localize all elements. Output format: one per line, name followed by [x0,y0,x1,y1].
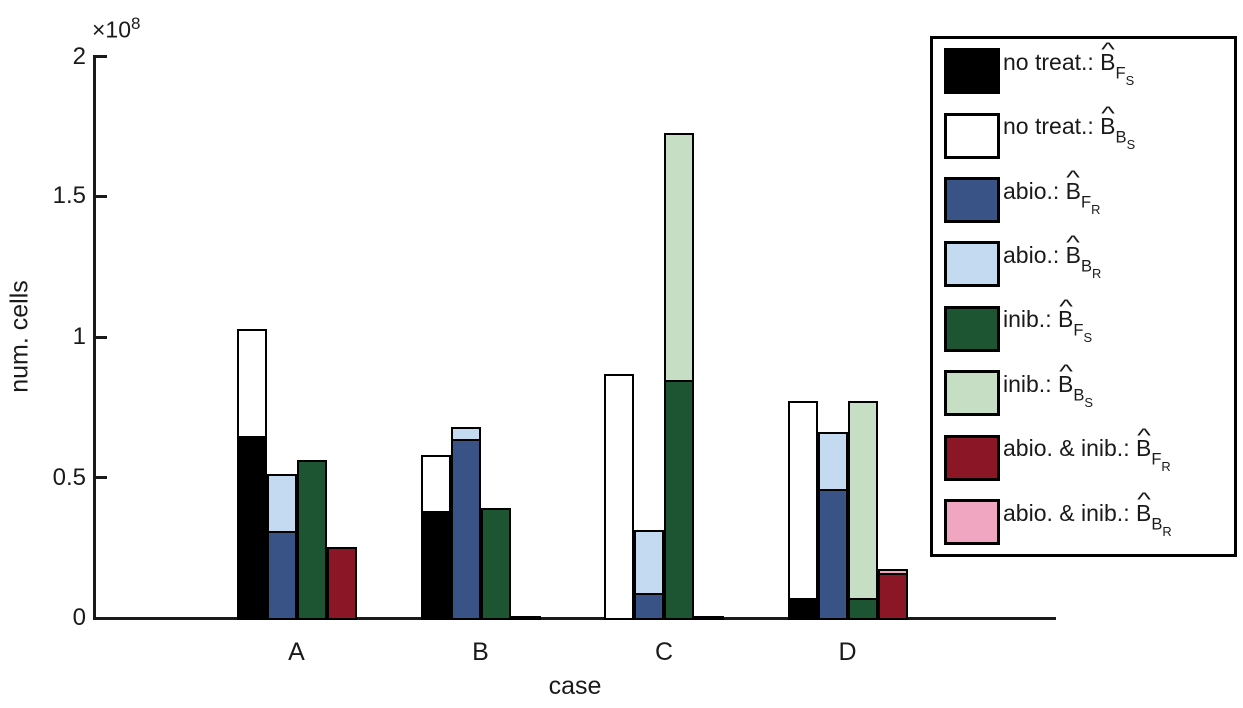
x-tick-label-C: C [654,638,674,666]
bar-A-abio-segment [266,530,297,620]
legend-swatch-dark-green [944,305,1000,352]
bar-D-abio-segment [817,432,848,491]
y-axis-exponent-label: ×108 [92,14,141,43]
y-tick-label-0_5: 0.5 [52,464,86,491]
x-tick-label-D: D [838,638,857,666]
y-tick-mark [96,476,107,479]
bar-D-abio_inib-segment [877,572,908,620]
bar-B-abio-segment [450,426,481,441]
y-axis-line [93,55,96,620]
legend-item-abio-inib-fr: abio. & inib.: B ^ FR [933,425,1234,489]
legend-swatch-light-green [944,370,1000,417]
y-tick-mark [96,55,107,58]
legend-label: abio. & inib.: B ^ BR [1003,489,1172,539]
hat-accent: ^ [1136,425,1151,448]
bar-C-no_treat-segment [604,373,634,620]
legend-swatch-white [944,112,1000,159]
bar-D-abio_inib-segment [877,569,908,575]
y-tick-label-0: 0 [72,604,86,631]
bar-C-inib-segment [664,132,694,382]
hat-accent: ^ [1136,489,1151,512]
x-tick-label-B: B [472,638,489,666]
legend-item-abio-inib-br: abio. & inib.: B ^ BR [933,489,1234,554]
legend-box: no treat.: B ^ FS no treat.: B ^ BS abio.: B… [930,36,1237,557]
legend-item-abio-br: abio.: B ^ BR [933,232,1234,296]
bar-B-no_treat-segment [420,510,451,620]
bar-C-abio-segment [634,530,664,595]
bar-B-inib-segment [480,508,511,620]
legend-label: inib.: B ^ FS [1003,296,1093,346]
legend-label: abio. & inib.: B ^ FR [1003,425,1171,474]
legend-label: abio.: B ^ FR [1003,167,1101,217]
legend-label: no treat.: B ^ BS [1003,103,1136,152]
bar-A-no_treat-segment [236,435,267,620]
x-axis-title: case [548,672,602,700]
x-tick-label-A: A [288,638,305,666]
y-tick-mark [96,195,107,198]
bar-A-no_treat-segment [236,328,267,438]
x-axis-line [93,617,1056,620]
legend-label: no treat.: B ^ FS [1003,38,1135,88]
bar-D-no_treat-segment [787,401,818,601]
hat-accent: ^ [1100,38,1115,61]
hat-accent: ^ [1066,231,1081,254]
legend-label: inib.: B ^ BS [1003,360,1093,410]
legend-label: abio.: B ^ BR [1003,231,1102,281]
y-tick-label-2: 2 [72,43,86,70]
legend-item-inib-bs: inib.: B ^ BS [933,361,1234,425]
hat-accent: ^ [1066,167,1081,190]
hat-accent: ^ [1058,296,1073,319]
bar-D-inib-segment [847,597,878,620]
legend-swatch-pink [944,498,1000,545]
bar-B-no_treat-segment [420,454,451,514]
y-tick-label-1: 1 [72,323,86,350]
legend-item-inib-fs: inib.: B ^ FS [933,296,1234,361]
bar-D-inib-segment [847,401,878,601]
bar-A-inib-segment [296,460,327,620]
legend-item-abio-fr: abio.: B ^ FR [933,167,1234,232]
bar-C-inib-segment [664,379,694,620]
bar-C-abio_inib-zero-stub [694,616,724,620]
legend-swatch-light-blue [944,241,1000,288]
bar-B-abio-segment [450,438,481,620]
hat-accent: ^ [1058,360,1073,383]
legend-swatch-dark-blue [944,176,1000,223]
bar-B-abio_inib-zero-stub [510,616,541,620]
bar-A-abio-segment [266,474,297,533]
bar-D-no_treat-segment [787,597,818,620]
hat-accent: ^ [1100,103,1115,126]
bar-D-abio-segment [817,488,848,620]
legend-item-no-treat-bs: no treat.: B ^ BS [933,103,1234,167]
legend-swatch-black [944,48,1000,95]
bar-C-abio-segment [634,592,664,620]
y-tick-mark [96,336,107,339]
y-tick-label-1_5: 1.5 [52,182,86,209]
bar-A-abio_inib-segment [326,547,357,620]
legend-item-no-treat-fs: no treat.: B ^ FS [933,39,1234,103]
legend-swatch-dark-red [944,434,1000,481]
